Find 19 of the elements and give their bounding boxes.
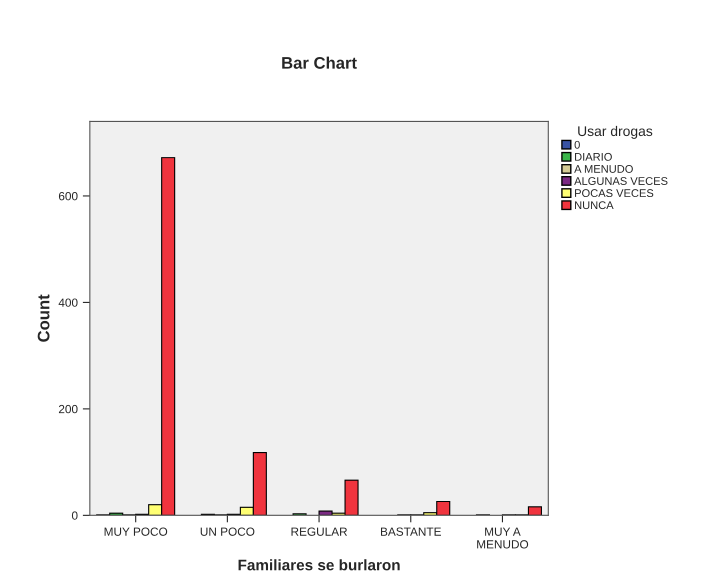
y-tick-label: 600 [58, 192, 78, 200]
y-tick-label: 400 [58, 298, 78, 307]
legend-label: DIARIO [575, 152, 612, 161]
x-axis-title: Familiares se burlaron [238, 559, 400, 570]
legend-label: POCAS VECES [575, 189, 654, 198]
legend-title: Usar drogas [578, 126, 652, 139]
legend-label: A MENUDO [574, 165, 633, 173]
legend-label: 0 [574, 140, 580, 149]
chart-title: Bar Chart [282, 56, 357, 69]
x-tick-label: MUY A MENUDO [477, 528, 528, 549]
y-tick-label: 0 [72, 511, 78, 520]
legend-label: ALGUNAS VECES [574, 177, 668, 185]
x-tick-label: BASTANTE [381, 527, 441, 536]
y-tick-label: 200 [58, 404, 78, 414]
x-tick-label: UN POCO [200, 527, 254, 536]
y-axis-title: Count [38, 294, 50, 342]
x-tick-label: REGULAR [292, 527, 348, 536]
legend-label: NUNCA [575, 201, 614, 210]
x-tick-label: MUY POCO [104, 527, 168, 536]
